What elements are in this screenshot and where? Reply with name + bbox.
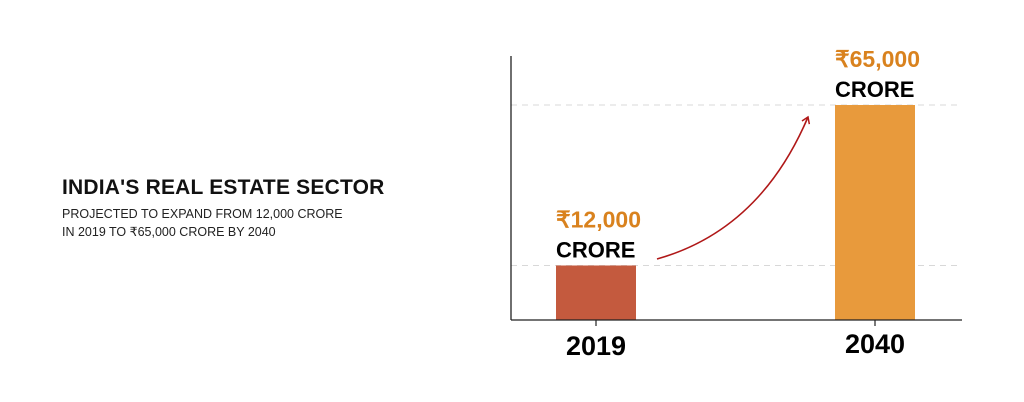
subtitle-line-1: PROJECTED TO EXPAND FROM 12,000 CRORE	[62, 207, 343, 221]
bar-2019	[556, 265, 636, 320]
value-label: ₹65,000	[835, 46, 920, 72]
value-label: ₹12,000	[556, 206, 641, 232]
subtitle-line-2: IN 2019 TO ₹65,000 CRORE BY 2040	[62, 225, 276, 239]
x-tick-label: 2040	[845, 329, 905, 359]
x-tick-label: 2019	[566, 331, 626, 361]
unit-label: CRORE	[556, 237, 635, 262]
growth-arrow-icon	[656, 115, 811, 260]
unit-label: CRORE	[835, 77, 914, 102]
page-title: INDIA'S REAL ESTATE SECTOR	[62, 176, 385, 199]
bar-2040	[835, 105, 915, 320]
